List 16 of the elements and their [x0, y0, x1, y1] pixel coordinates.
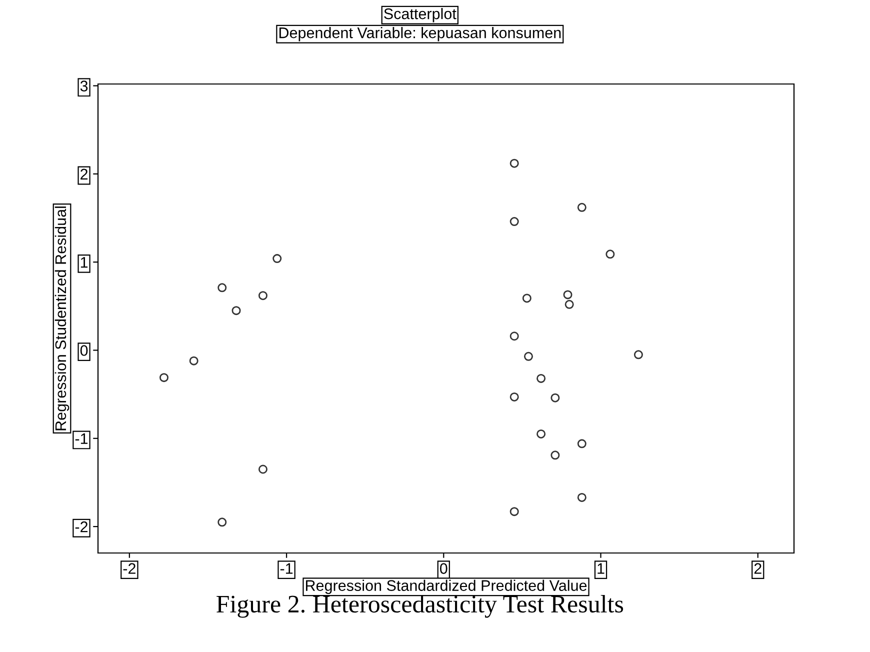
x-tick-label: -1	[280, 563, 293, 574]
caption: Figure 2. Heteroscedasticity Test Results	[216, 595, 624, 618]
y-tick-label: 3	[80, 80, 88, 92]
y-tick-label: -2	[75, 521, 88, 532]
chart-title: Scatterplot	[384, 8, 456, 22]
x-tick-label: 1	[598, 563, 604, 574]
y-tick-label: 2	[80, 168, 88, 180]
x-tick-label: 2	[754, 563, 762, 574]
x-tick-label: -2	[123, 563, 136, 574]
y-tick-label: -1	[75, 433, 88, 444]
y-tick-label: 1	[80, 257, 88, 268]
y-axis-title: Regression Studentized Residual	[54, 206, 70, 430]
chart-subtitle: Dependent Variable: kepuasan konsumen	[279, 27, 561, 42]
x-axis-title: Regression Standardized Predicted Value	[306, 580, 587, 594]
y-tick-label: 0	[80, 345, 88, 356]
x-tick-label: 0	[440, 563, 448, 574]
